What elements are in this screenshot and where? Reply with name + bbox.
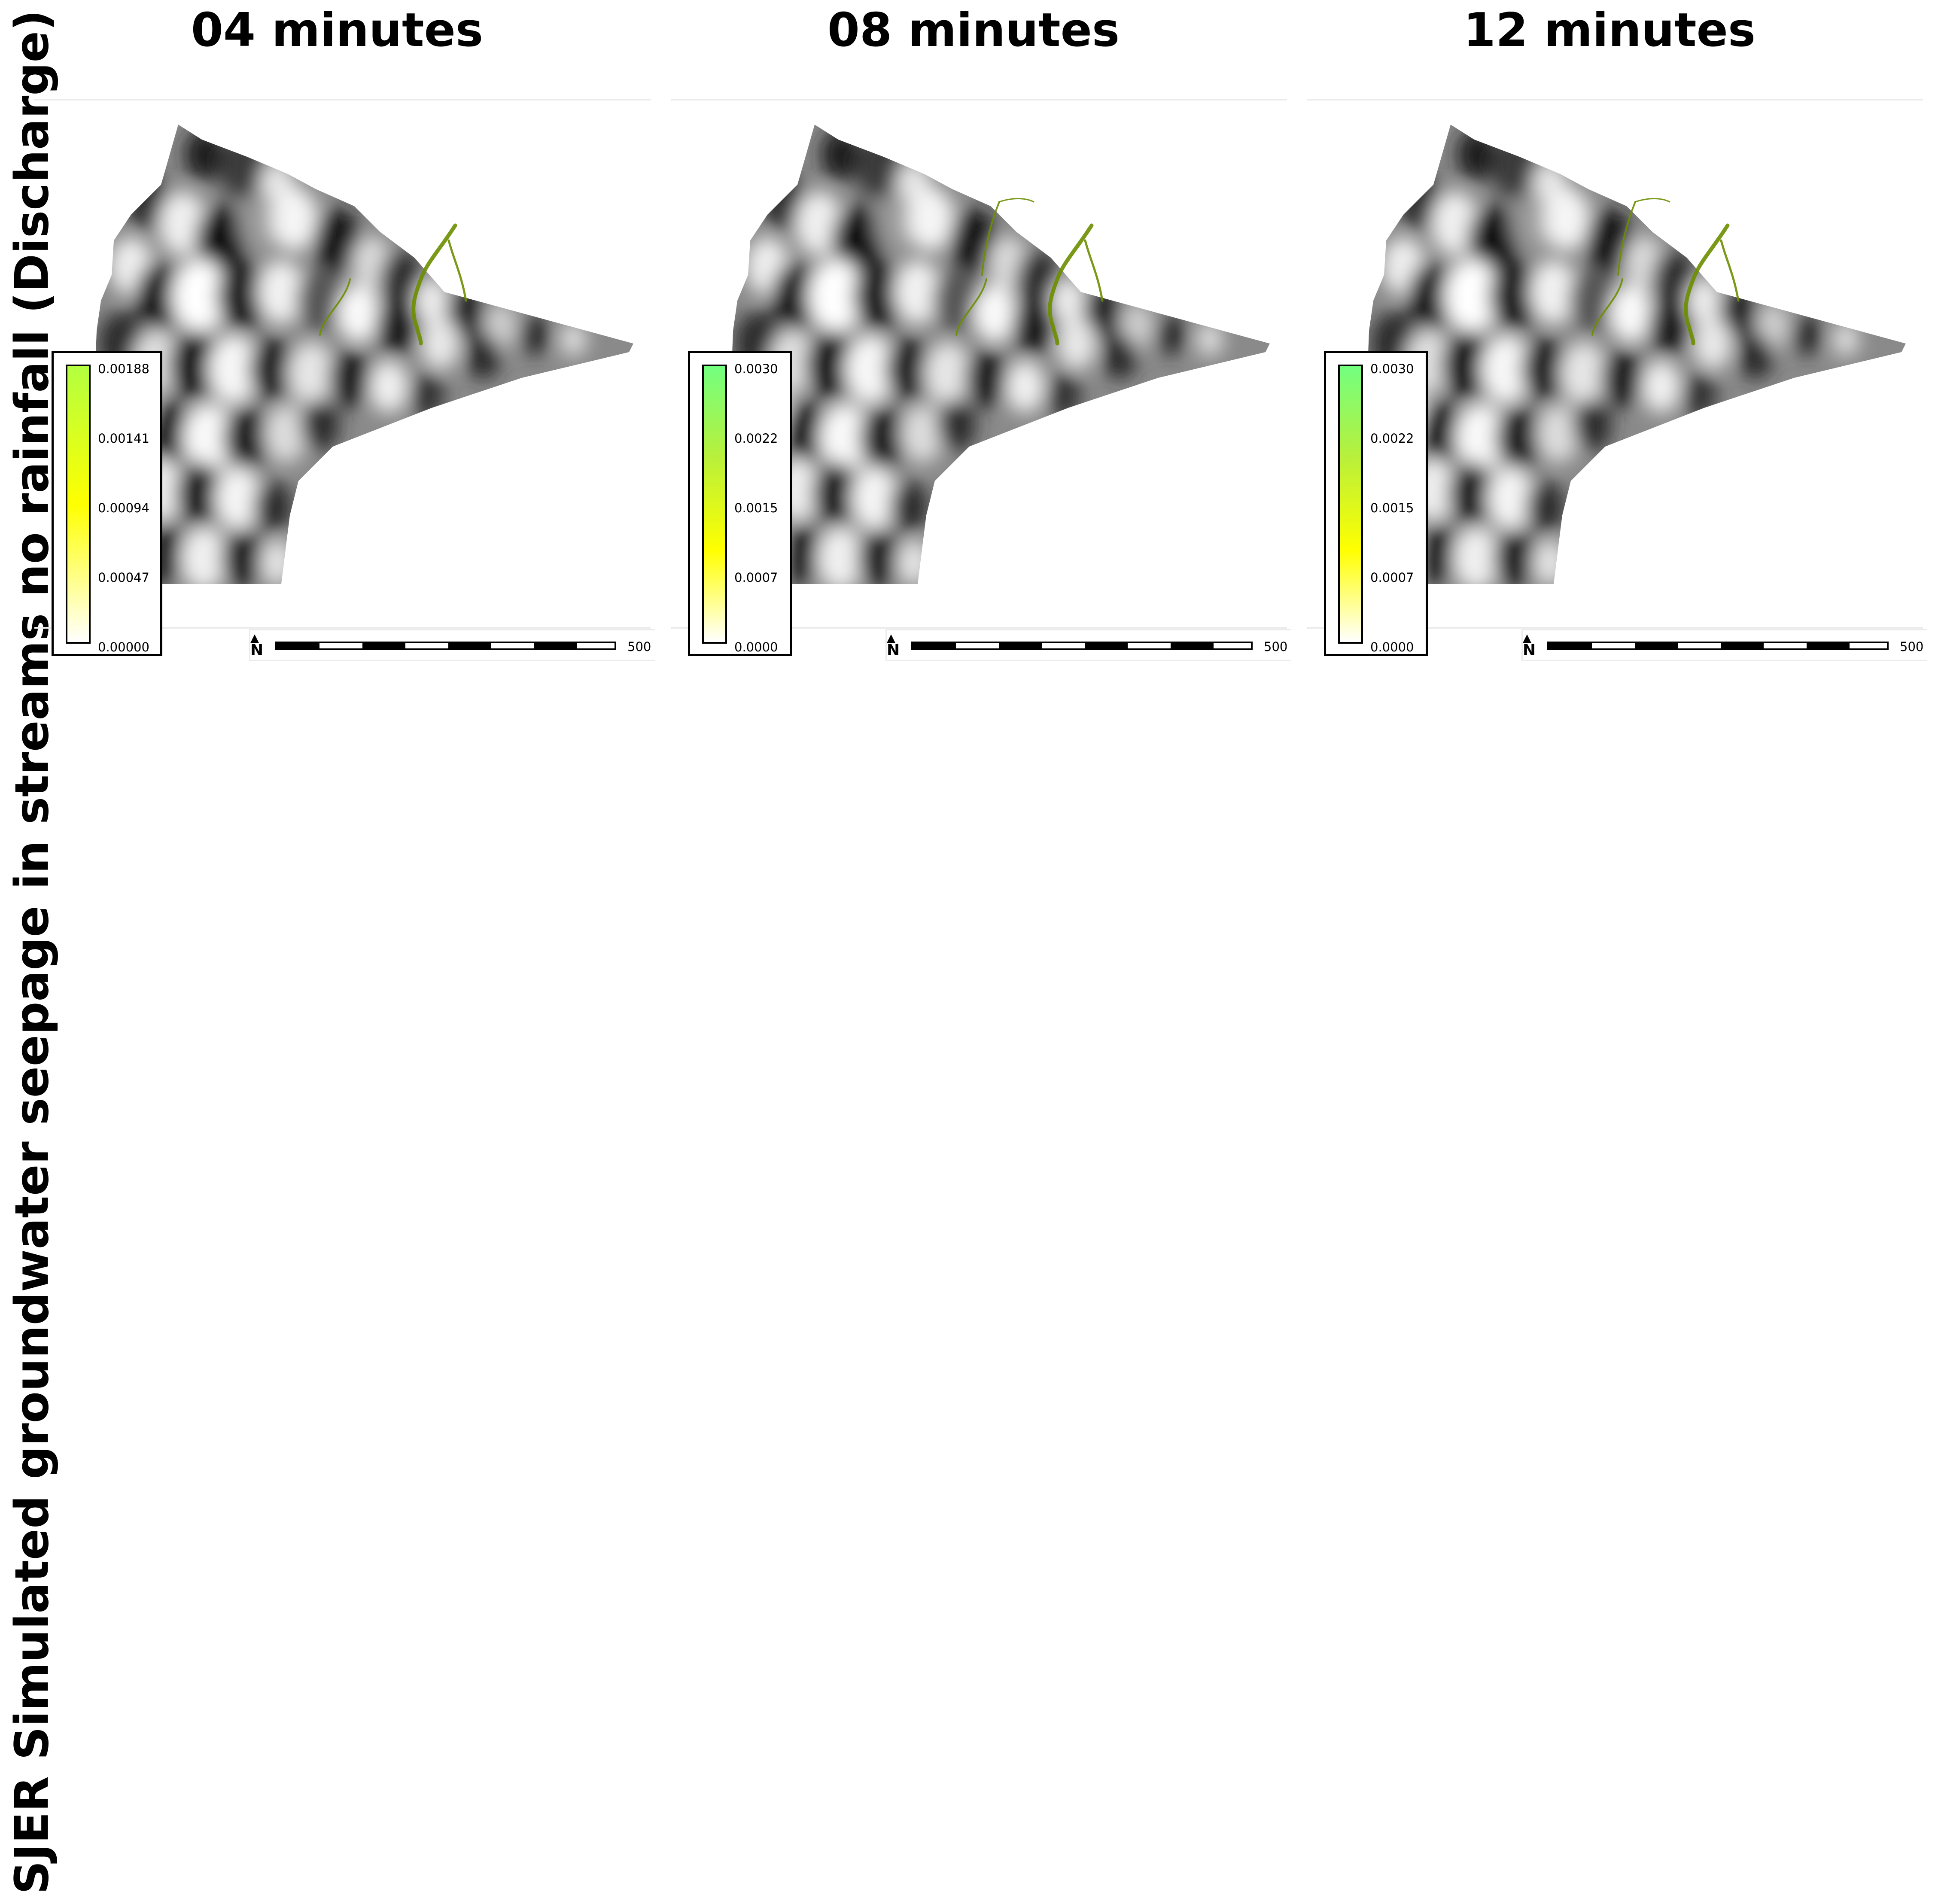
legend-tick-label: 0.00141 <box>98 431 149 446</box>
stream-line <box>1720 239 1740 302</box>
north-label: N <box>887 641 900 659</box>
stream-line <box>319 278 351 336</box>
discharge-legend: 0.0030 0.0022 0.0015 0.0007 0.0000 <box>1324 351 1428 656</box>
scale-label: 500 <box>627 639 651 654</box>
legend-tick-label: 0.0015 <box>734 501 778 515</box>
north-arrow-icon: ▲ N <box>1523 632 1536 659</box>
scale-bar-box: ▲ N 500 <box>249 629 655 661</box>
colorbar <box>66 365 91 644</box>
scale-bar <box>1547 642 1889 650</box>
scale-bar <box>911 642 1253 650</box>
legend-tick-label: 0.0007 <box>1370 570 1414 585</box>
scale-label: 500 <box>1900 639 1924 654</box>
panel-rule-bottom <box>671 627 1287 629</box>
panel-title: 08 minutes <box>827 3 1120 57</box>
panel-title: 12 minutes <box>1463 3 1756 57</box>
legend-tick-label: 0.0000 <box>734 640 778 654</box>
legend-tick-label: 0.0030 <box>734 362 778 376</box>
map-panel-08-minutes: 08 minutes 0.0030 0.0022 0.0015 0.0007 0… <box>656 0 1291 670</box>
discharge-legend: 0.00188 0.00141 0.00094 0.00047 0.00000 <box>52 351 162 656</box>
legend-tick-label: 0.0022 <box>734 431 778 446</box>
stream-line <box>1591 278 1623 336</box>
panel-rule-bottom <box>1307 627 1923 629</box>
north-arrow-icon: ▲ N <box>887 632 900 659</box>
legend-tick-label: 0.0007 <box>734 570 778 585</box>
legend-tick-label: 0.00047 <box>98 570 149 585</box>
stream-line <box>1617 201 1636 276</box>
hillshade-raster <box>731 125 1270 584</box>
north-label: N <box>1523 641 1536 659</box>
panel-rule-top <box>34 99 651 100</box>
colorbar <box>702 365 727 644</box>
legend-tick-label: 0.00188 <box>98 362 149 376</box>
panel-rule-top <box>671 99 1287 100</box>
stream-line <box>447 239 467 302</box>
scale-bar-box: ▲ N 500 <box>885 629 1291 661</box>
stream-line <box>1084 239 1104 302</box>
north-arrow-icon: ▲ N <box>250 632 264 659</box>
terrain-layer <box>731 125 1270 584</box>
colorbar <box>1338 365 1363 644</box>
stream-line <box>955 278 987 336</box>
legend-tick-label: 0.0015 <box>1370 501 1414 515</box>
terrain-layer <box>1367 125 1906 584</box>
stream-line <box>1684 223 1730 346</box>
terrain-layer <box>94 125 633 584</box>
map-panel-04-minutes: 04 minutes 0.00188 0.00141 0.00094 0.000… <box>19 0 655 670</box>
panel-rule-top <box>1307 99 1923 100</box>
stream-line <box>1048 223 1094 346</box>
scale-label: 500 <box>1264 639 1288 654</box>
map-panel-12-minutes: 12 minutes 0.0030 0.0022 0.0015 0.0007 0… <box>1292 0 1927 670</box>
panel-title: 04 minutes <box>191 3 484 57</box>
legend-tick-label: 0.0030 <box>1370 362 1414 376</box>
north-label: N <box>250 641 264 659</box>
legend-tick-label: 0.0022 <box>1370 431 1414 446</box>
hillshade-raster <box>1367 125 1906 584</box>
stream-line <box>981 201 1000 276</box>
stream-line <box>411 223 457 346</box>
legend-tick-label: 0.00094 <box>98 501 149 515</box>
stream-line <box>998 198 1034 203</box>
scale-bar <box>275 642 616 650</box>
legend-tick-label: 0.00000 <box>98 640 149 654</box>
discharge-legend: 0.0030 0.0022 0.0015 0.0007 0.0000 <box>688 351 792 656</box>
stream-line <box>1634 198 1670 203</box>
legend-tick-label: 0.0000 <box>1370 640 1414 654</box>
scale-bar-box: ▲ N 500 <box>1521 629 1927 661</box>
panel-rule-bottom <box>34 627 651 629</box>
